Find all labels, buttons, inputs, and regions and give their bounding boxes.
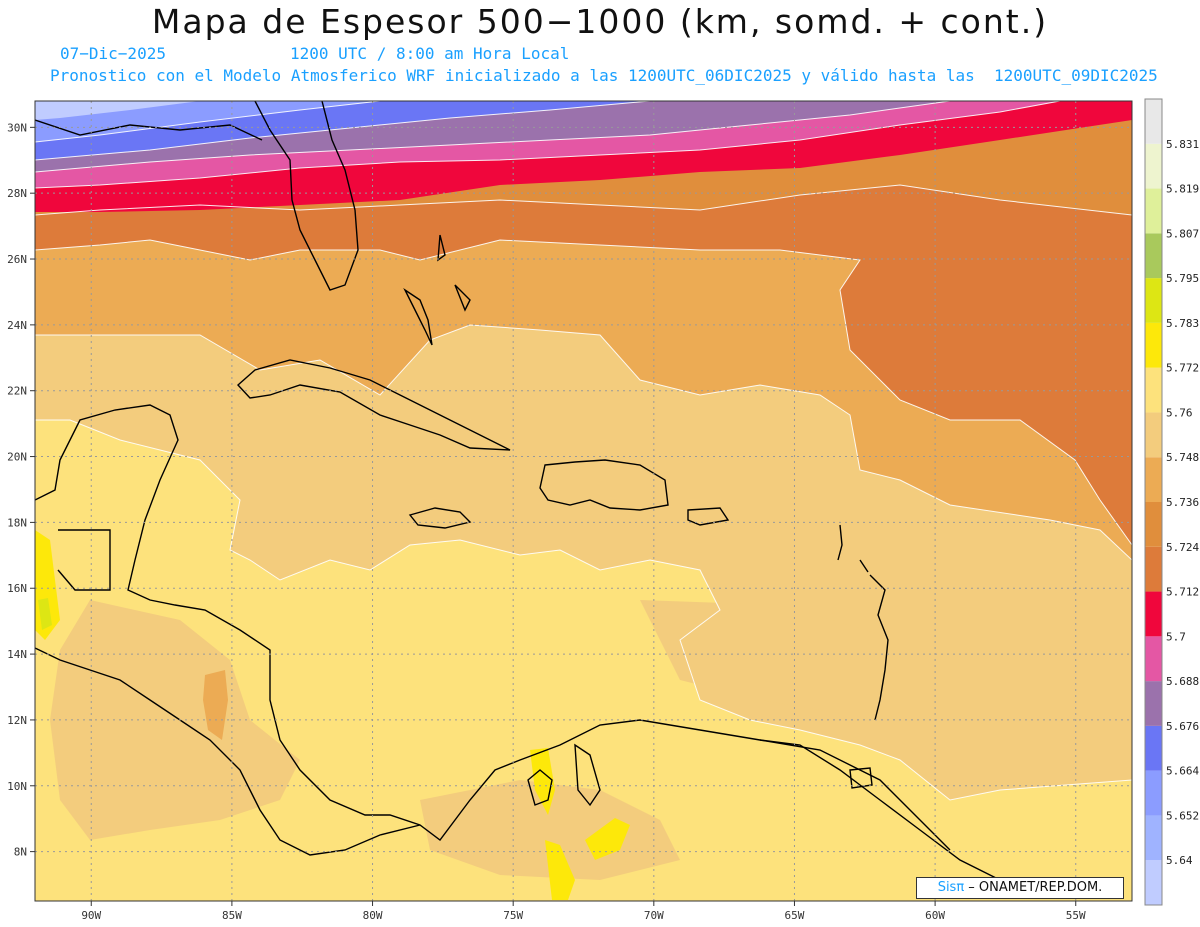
model-description: Pronostico con el Modelo Atmosferico WRF… — [50, 66, 1158, 85]
colorbar-label: 5.772 — [1166, 362, 1199, 375]
lat-tick-label: 24N — [7, 319, 27, 332]
colorbar-swatch — [1145, 412, 1162, 458]
lat-tick-label: 26N — [7, 253, 27, 266]
lat-tick-label: 14N — [7, 648, 27, 661]
lon-tick-label: 55W — [1066, 909, 1086, 922]
lat-tick-label: 16N — [7, 582, 27, 595]
lon-axis: 90W 85W 80W 75W 70W 65W 60W 55W — [81, 901, 1086, 922]
colorbar-swatch — [1145, 725, 1162, 771]
colorbar-label: 5.652 — [1166, 809, 1199, 822]
field-5772-spot4 — [545, 840, 575, 900]
colorbar-swatch — [1145, 233, 1162, 279]
forecast-time: 1200 UTC / 8:00 am Hora Local — [290, 44, 570, 63]
map-frame — [34, 100, 1133, 902]
colorbar-swatch — [1145, 367, 1162, 413]
colorbar-swatch — [1145, 636, 1162, 682]
lon-tick-label: 90W — [81, 909, 101, 922]
colorbar-swatch — [1145, 457, 1162, 502]
lat-tick-label: 20N — [7, 451, 27, 464]
graticule — [35, 101, 1132, 901]
colorbar-swatch — [1145, 770, 1162, 816]
field-5640 — [35, 101, 200, 120]
colorbar-label: 5.664 — [1166, 765, 1199, 778]
colorbar-label: 5.736 — [1166, 496, 1199, 509]
colorbar-label: 5.724 — [1166, 541, 1199, 554]
colorbar-swatch — [1145, 502, 1162, 547]
lon-tick-label: 70W — [644, 909, 664, 922]
field-5783-spot — [38, 598, 52, 630]
colorbar-swatch — [1145, 99, 1162, 144]
lat-tick-label: 18N — [7, 516, 27, 529]
colorbar-label: 5.795 — [1166, 272, 1199, 285]
forecast-date: 07−Dic−2025 — [60, 44, 166, 63]
colorbar-frame — [1144, 98, 1163, 906]
colorbar: 5.64 5.652 5.664 5.676 5.688 5.7 5.712 5.724 5.7… — [1144, 98, 1199, 906]
lon-tick-label: 75W — [503, 909, 523, 922]
lat-tick-label: 12N — [7, 714, 27, 727]
colorbar-swatch — [1145, 591, 1162, 637]
colorbar-swatch — [1145, 815, 1162, 861]
colorbar-swatch — [1145, 278, 1162, 323]
map-title: Mapa de Espesor 500−1000 (km, somd. + co… — [151, 2, 1049, 41]
colorbar-label: 5.76 — [1166, 406, 1193, 419]
colorbar-swatch — [1145, 681, 1162, 726]
lat-axis: 8N 10N 12N 14N 16N 18N 20N 22N 24N 26N 28N 30N — [7, 121, 35, 859]
contour-lines — [35, 101, 1132, 801]
colorbar-label: 5.783 — [1166, 317, 1199, 330]
lat-tick-label: 8N — [14, 846, 27, 859]
colorbar-label: 5.712 — [1166, 586, 1199, 599]
lat-tick-label: 10N — [7, 780, 27, 793]
colorbar-label: 5.819 — [1166, 183, 1199, 196]
credit-box: Sisπ – ONAMET/REP.DOM. — [916, 877, 1124, 899]
field-5712 — [35, 101, 1132, 545]
colorbar-label: 5.807 — [1166, 227, 1199, 240]
lon-tick-label: 60W — [925, 909, 945, 922]
field-5772-spot3 — [585, 818, 630, 860]
field-5760 — [35, 420, 1132, 901]
lon-tick-label: 85W — [222, 909, 242, 922]
lat-tick-label: 28N — [7, 187, 27, 200]
colorbar-label: 5.748 — [1166, 451, 1199, 464]
colorbar-swatch — [1145, 322, 1162, 368]
colorbar-swatch — [1145, 143, 1162, 189]
colorbar-label: 5.676 — [1166, 720, 1199, 733]
lat-tick-label: 22N — [7, 385, 27, 398]
colorbar-swatch — [1145, 860, 1162, 905]
colorbar-label: 5.64 — [1166, 854, 1193, 867]
lon-tick-label: 65W — [785, 909, 805, 922]
lon-tick-label: 80W — [363, 909, 383, 922]
colorbar-label: 5.7 — [1166, 630, 1186, 643]
field-5748-patch2 — [420, 780, 680, 880]
lat-tick-label: 30N — [7, 121, 27, 134]
sispi-logo: Sisπ — [937, 880, 965, 895]
colorbar-label: 5.688 — [1166, 675, 1199, 688]
field-5748-patch3 — [640, 600, 930, 720]
field-blob — [203, 670, 228, 740]
colorbar-label: 5.831 — [1166, 138, 1199, 151]
colorbar-swatch — [1145, 188, 1162, 234]
credit-text: – ONAMET/REP.DOM. — [964, 880, 1103, 895]
colorbar-swatch — [1145, 546, 1162, 592]
